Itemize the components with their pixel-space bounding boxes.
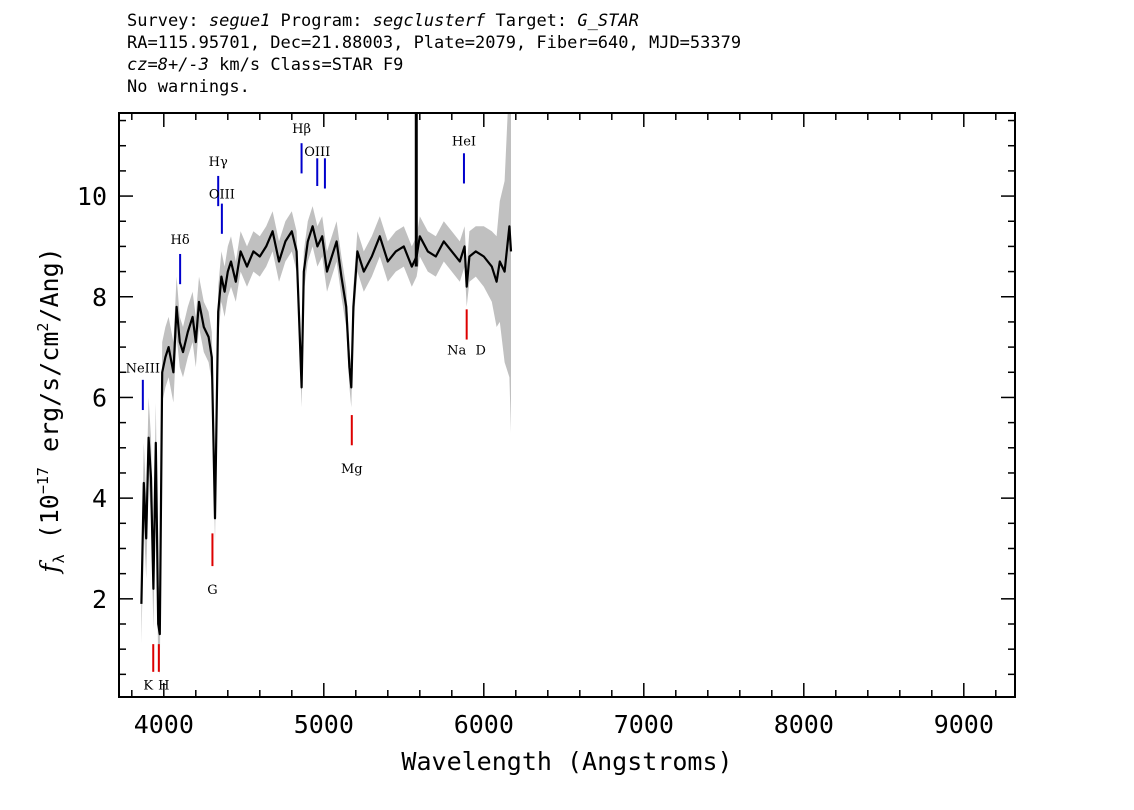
target-value: G_STAR <box>577 11 639 31</box>
absorption-line-label-4: Na <box>447 344 466 359</box>
y-tick-label-4: 10 <box>77 182 107 211</box>
y-tick-label-1: 4 <box>92 484 107 513</box>
program-value: segclusterf <box>372 11 486 31</box>
header-line-redshift: cz=8+/-3 km/s Class=STAR F9 <box>127 54 741 76</box>
header-line-warnings: No warnings. <box>127 77 250 97</box>
error-band <box>141 113 511 675</box>
x-tick-label-3: 7000 <box>614 710 674 739</box>
header-line-survey: Survey: segue1 Program: segclusterf Targ… <box>127 10 741 32</box>
y-tick-label-2: 6 <box>92 383 107 412</box>
ylabel-lambda-sub: λ <box>50 554 68 563</box>
x-tick-label-2: 6000 <box>454 710 514 739</box>
absorption-line-label-5: D <box>475 344 485 359</box>
plot-frame <box>118 112 1016 698</box>
x-tick-label-5: 9000 <box>934 710 994 739</box>
ylabel-exp1: −17 <box>34 467 52 494</box>
survey-value: segue1 <box>208 11 271 31</box>
x-axis-label: Wavelength (Angstroms) <box>401 747 732 776</box>
x-tick-label-1: 5000 <box>294 710 354 739</box>
emission-line-label-4: Hβ <box>292 122 311 137</box>
axes-layer: 4000 5000 6000 7000 8000 9000 2 4 6 8 10 <box>77 113 1015 739</box>
cz-label: cz <box>127 55 148 75</box>
cz-value: =8+/-3 <box>147 55 209 75</box>
absorption-line-label-2: G <box>207 583 217 598</box>
y-tick-label-3: 8 <box>92 283 107 312</box>
absorption-line-label-3: Mg <box>341 462 363 477</box>
ylabel-mid: erg/s/cm <box>35 332 64 467</box>
ylabel-exp2: 2 <box>34 323 52 332</box>
absorption-line-label-0: K <box>143 678 153 693</box>
emission-line-label-5: OIII <box>304 145 330 160</box>
program-label: Program: <box>270 11 373 31</box>
emission-line-label-2: Hγ <box>209 155 228 170</box>
emission-line-label-3: OIII <box>209 188 235 203</box>
y-tick-label-0: 2 <box>92 585 107 614</box>
x-tick-label-4: 8000 <box>774 710 834 739</box>
header-line-coordinates: RA=115.95701, Dec=21.88003, Plate=2079, … <box>127 33 742 53</box>
plot-inner <box>140 113 513 675</box>
class-text: km/s Class=STAR F9 <box>208 55 404 75</box>
y-axis-label: fλ (10−17 erg/s/cm2/Ang) <box>34 247 68 574</box>
spectrum-header: Survey: segue1 Program: segclusterf Targ… <box>127 10 741 98</box>
emission-line-label-7: HeI <box>452 135 476 150</box>
ylabel-f: f <box>35 560 64 575</box>
emission-line-label-1: Hδ <box>171 233 190 248</box>
ylabel-pre: (10 <box>35 494 64 554</box>
ylabel-post: /Ang) <box>35 247 64 322</box>
flux-series-line <box>140 225 513 636</box>
target-label: Target: <box>485 11 578 31</box>
x-tick-label-0: 4000 <box>134 710 194 739</box>
plot-layer: NeIIIHδHγOIIIHβOIIIHeIKHGMgNaD <box>126 113 513 693</box>
survey-label: Survey: <box>127 11 209 31</box>
emission-line-label-0: NeIII <box>126 361 160 376</box>
